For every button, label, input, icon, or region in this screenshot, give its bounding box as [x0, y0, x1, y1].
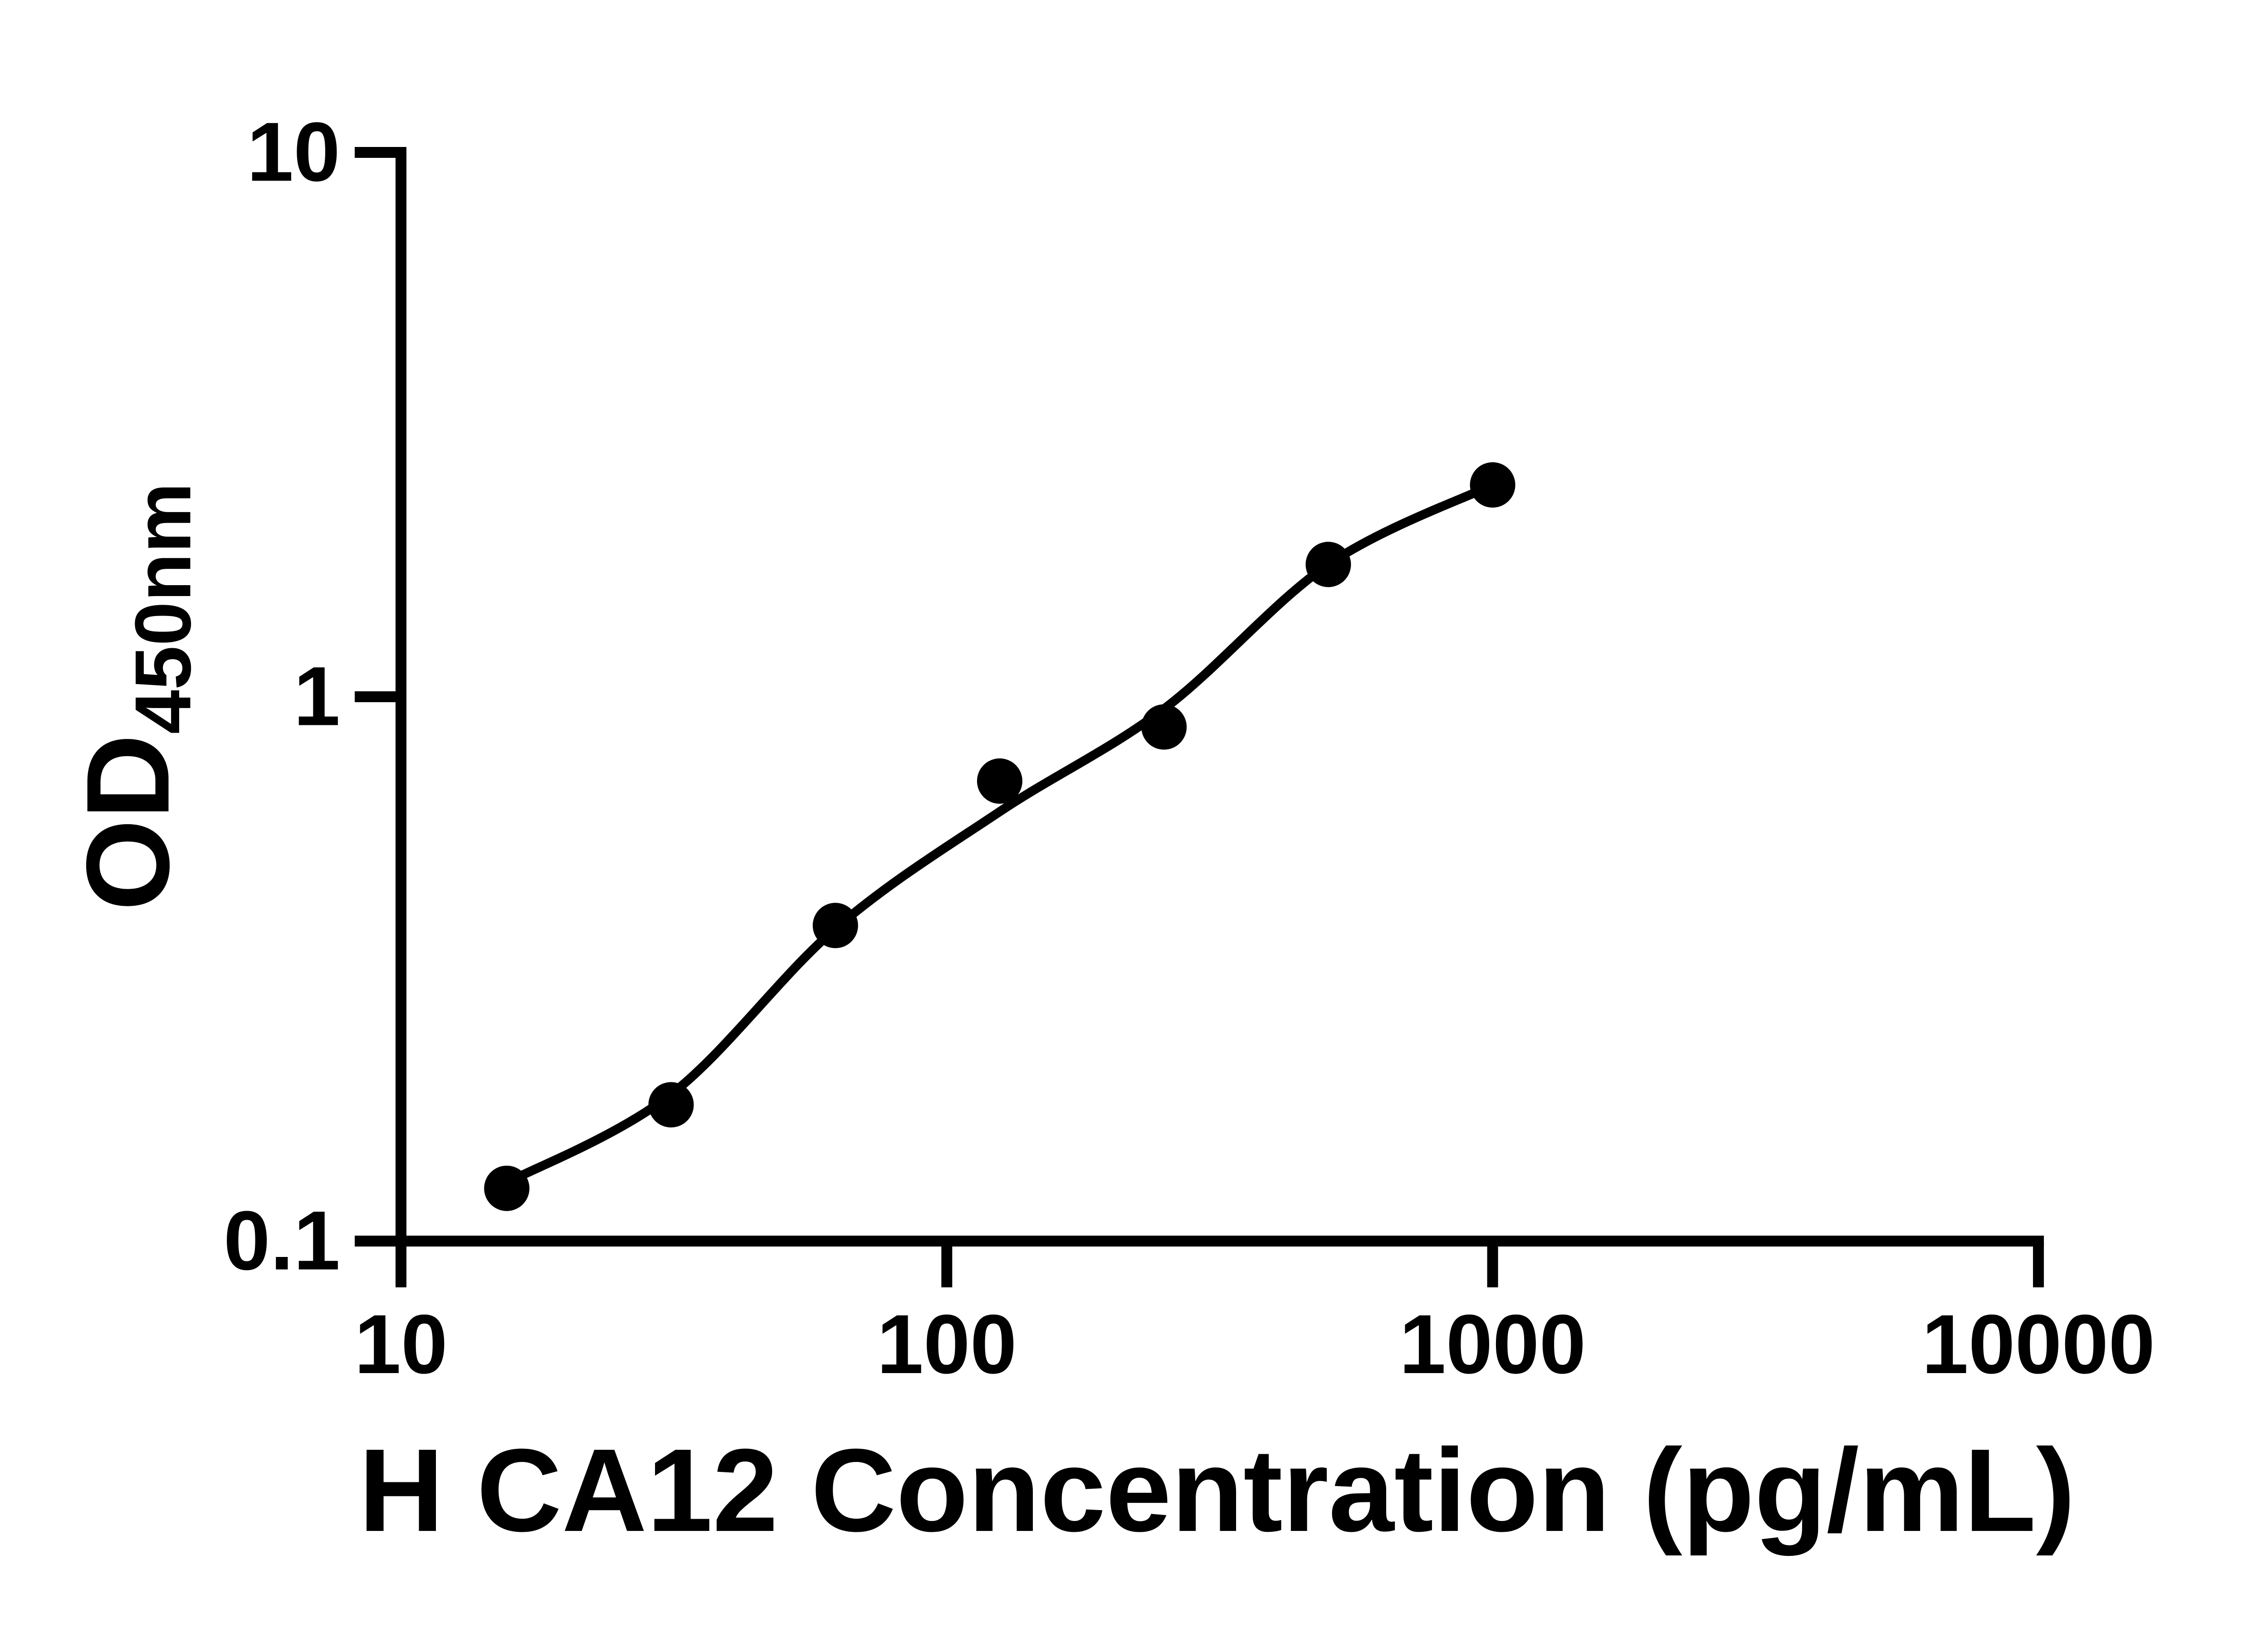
y-axis-tick-label: 0.1 [223, 1194, 340, 1288]
data-point [484, 1165, 530, 1211]
y-axis-title-subscript: 450nm [119, 482, 208, 734]
y-axis-title: OD450nm [63, 483, 208, 911]
data-point [977, 758, 1022, 804]
data-point [1141, 704, 1187, 750]
data-point [1305, 542, 1351, 587]
data-point [812, 903, 858, 949]
x-axis-tick-label: 100 [876, 1298, 1017, 1391]
x-axis-title: H CA12 Concentration (pg/mL) [358, 1425, 2076, 1556]
data-point [648, 1082, 694, 1128]
y-axis-tick-label: 1 [293, 650, 340, 743]
y-axis-tick-label: 10 [247, 105, 340, 199]
x-axis-tick-label: 10000 [1921, 1298, 2156, 1391]
fit-curve [502, 480, 1497, 1188]
x-axis-tick-label: 10 [354, 1298, 448, 1391]
y-axis-title-main: OD [62, 734, 194, 911]
x-axis-tick-label: 1000 [1399, 1298, 1586, 1391]
data-point [1470, 462, 1515, 508]
